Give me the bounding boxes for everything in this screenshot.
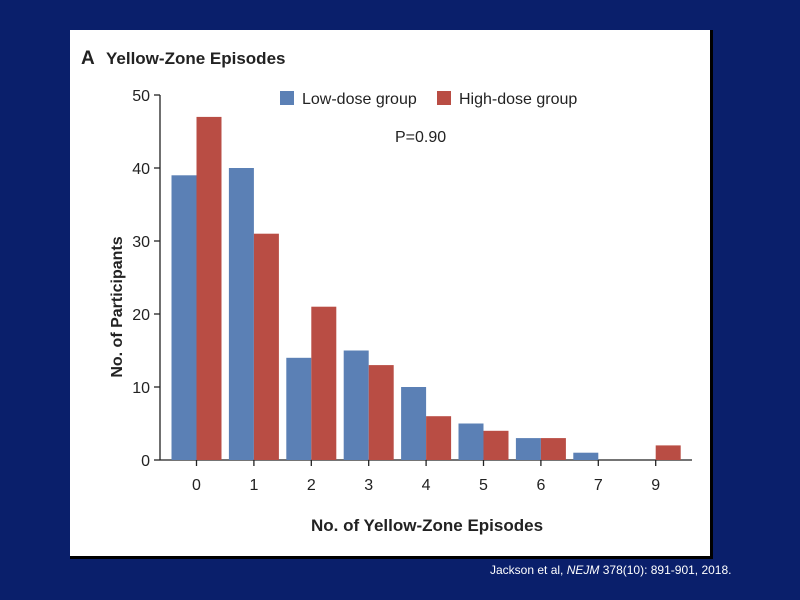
citation-details: 378(10): 891-901, 2018. bbox=[599, 563, 732, 577]
bars bbox=[171, 116, 681, 461]
legend-label-low-dose: Low-dose group bbox=[302, 91, 417, 108]
chart-title: Yellow-Zone Episodes bbox=[106, 49, 285, 68]
bar-low-dose-5 bbox=[458, 423, 484, 460]
y-tick-label: 0 bbox=[141, 453, 150, 470]
y-tick-label: 50 bbox=[132, 88, 150, 105]
bar-high-dose-0 bbox=[196, 116, 222, 461]
citation: Jackson et al, NEJM 378(10): 891-901, 20… bbox=[490, 563, 732, 577]
legend-swatch-low-dose bbox=[280, 91, 294, 105]
bar-low-dose-4 bbox=[401, 387, 427, 460]
bar-high-dose-2 bbox=[311, 306, 337, 460]
x-tick-label: 5 bbox=[479, 477, 488, 494]
citation-journal: NEJM bbox=[566, 563, 600, 577]
x-tick-label: 6 bbox=[536, 477, 545, 494]
panel-letter: A bbox=[81, 48, 95, 69]
bar-low-dose-2 bbox=[286, 357, 312, 460]
bar-low-dose-7 bbox=[573, 452, 599, 460]
x-tick-label: 0 bbox=[192, 477, 201, 494]
x-axis-label: No. of Yellow-Zone Episodes bbox=[311, 516, 543, 535]
x-axis: 0 1 2 3 4 5 6 7 9 bbox=[160, 459, 692, 494]
bar-high-dose-9 bbox=[655, 445, 681, 460]
x-tick-label: 1 bbox=[249, 477, 258, 494]
x-tick-label: 9 bbox=[651, 477, 660, 494]
bar-low-dose-0 bbox=[171, 175, 197, 461]
citation-authors: Jackson et al, bbox=[490, 563, 567, 577]
bar-high-dose-6 bbox=[540, 438, 566, 460]
y-axis-label: No. of Participants bbox=[109, 236, 126, 377]
x-tick-label: 2 bbox=[307, 477, 316, 494]
y-tick-label: 20 bbox=[132, 307, 150, 324]
y-tick-label: 40 bbox=[132, 161, 150, 178]
x-tick-label: 4 bbox=[422, 477, 431, 494]
y-tick-label: 10 bbox=[132, 380, 150, 397]
bar-low-dose-6 bbox=[515, 438, 541, 460]
bar-high-dose-3 bbox=[368, 365, 394, 460]
bar-high-dose-5 bbox=[483, 430, 509, 460]
x-tick-label: 7 bbox=[594, 477, 603, 494]
figure-panel: A Yellow-Zone Episodes Low-dose group Hi… bbox=[70, 30, 713, 559]
legend: Low-dose group High-dose group bbox=[280, 91, 577, 108]
legend-label-high-dose: High-dose group bbox=[459, 91, 577, 108]
p-value-annotation: P=0.90 bbox=[395, 129, 446, 146]
y-axis: 0 10 20 30 40 50 bbox=[132, 88, 161, 470]
x-tick-label: 3 bbox=[364, 477, 373, 494]
legend-swatch-high-dose bbox=[437, 91, 451, 105]
bar-low-dose-3 bbox=[343, 350, 369, 460]
bar-high-dose-4 bbox=[426, 416, 452, 460]
bar-chart: A Yellow-Zone Episodes Low-dose group Hi… bbox=[81, 48, 692, 535]
bar-high-dose-1 bbox=[253, 233, 279, 460]
y-tick-label: 30 bbox=[132, 234, 150, 251]
bar-low-dose-1 bbox=[228, 168, 254, 460]
